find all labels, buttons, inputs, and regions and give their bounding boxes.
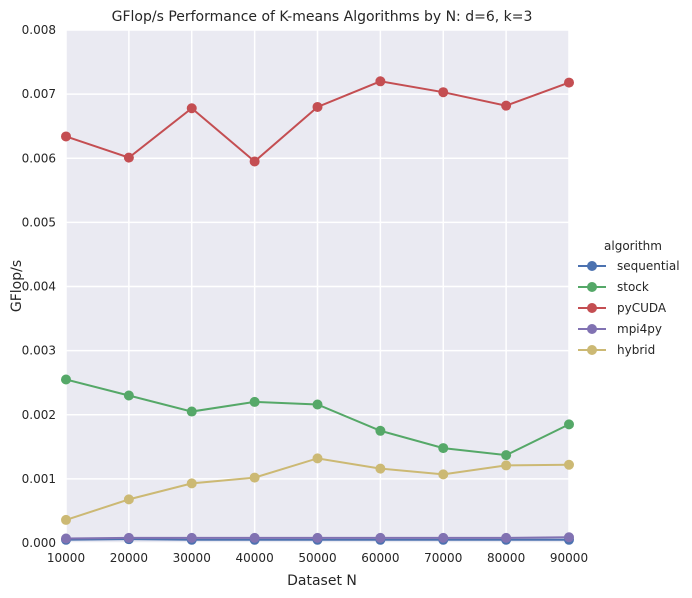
- y-axis-label: GFlop/s: [9, 260, 25, 312]
- x-tick-label: 60000: [361, 551, 399, 565]
- legend-label-hybrid: hybrid: [617, 343, 655, 357]
- legend-marker-sequential: [587, 261, 597, 271]
- data-point-pyCUDA: [249, 156, 260, 167]
- legend-label-stock: stock: [617, 280, 649, 294]
- x-tick-label: 10000: [47, 551, 85, 565]
- x-tick-label: 30000: [173, 551, 211, 565]
- x-tick-label: 40000: [236, 551, 274, 565]
- y-tick-label: 0.002: [22, 408, 56, 422]
- data-point-mpi4py: [438, 532, 449, 543]
- y-tick-label: 0.000: [22, 536, 56, 550]
- data-point-pyCUDA: [564, 77, 574, 88]
- data-point-hybrid: [186, 478, 197, 489]
- legend-label-pyCUDA: pyCUDA: [617, 301, 667, 315]
- data-point-pyCUDA: [186, 103, 197, 114]
- legend-label-sequential: sequential: [617, 259, 680, 273]
- data-point-stock: [186, 406, 197, 417]
- data-point-hybrid: [438, 469, 449, 480]
- y-tick-label: 0.007: [22, 87, 56, 101]
- data-point-pyCUDA: [123, 152, 134, 163]
- data-point-stock: [438, 443, 449, 454]
- data-point-mpi4py: [61, 533, 71, 544]
- data-point-hybrid: [61, 514, 71, 525]
- data-point-stock: [564, 419, 574, 430]
- data-point-pyCUDA: [501, 100, 512, 111]
- x-tick-label: 90000: [550, 551, 588, 565]
- data-point-pyCUDA: [438, 87, 449, 98]
- x-tick-label: 50000: [298, 551, 336, 565]
- data-point-stock: [501, 450, 512, 461]
- data-point-mpi4py: [375, 532, 386, 543]
- legend-marker-stock: [587, 282, 597, 292]
- data-point-mpi4py: [123, 532, 134, 543]
- data-point-pyCUDA: [312, 101, 323, 112]
- data-point-hybrid: [249, 472, 260, 483]
- data-point-mpi4py: [312, 532, 323, 543]
- data-point-hybrid: [564, 459, 574, 470]
- legend-label-mpi4py: mpi4py: [617, 322, 662, 336]
- y-tick-label: 0.005: [22, 215, 56, 229]
- data-point-stock: [375, 425, 386, 436]
- data-point-mpi4py: [186, 532, 197, 543]
- x-tick-label: 20000: [110, 551, 148, 565]
- data-point-pyCUDA: [375, 76, 386, 87]
- data-point-hybrid: [123, 494, 134, 505]
- y-tick-label: 0.001: [22, 472, 56, 486]
- x-tick-label: 80000: [487, 551, 525, 565]
- data-point-pyCUDA: [61, 131, 71, 142]
- data-point-mpi4py: [564, 532, 574, 543]
- data-point-stock: [61, 374, 71, 385]
- x-tick-labels: 10000 20000 30000 40000 50000 60000 70000 80000…: [47, 551, 588, 565]
- data-point-mpi4py: [501, 532, 512, 543]
- chart-title: GFlop/s Performance of K-means Algorithm…: [112, 9, 533, 25]
- legend: algorithm sequential stock pyCUDA mpi4py hyb…: [578, 239, 680, 357]
- data-point-hybrid: [375, 463, 386, 474]
- y-tick-label: 0.004: [22, 280, 56, 294]
- legend-marker-hybrid: [587, 345, 597, 355]
- data-point-stock: [123, 390, 134, 401]
- data-point-hybrid: [312, 453, 323, 464]
- y-tick-labels: 0.000 0.001 0.002 0.003 0.004 0.005 0.006 0.007…: [22, 23, 56, 550]
- y-tick-label: 0.008: [22, 23, 56, 37]
- y-tick-label: 0.003: [22, 344, 56, 358]
- x-axis-label: Dataset N: [287, 573, 357, 589]
- data-point-hybrid: [501, 460, 512, 471]
- y-tick-label: 0.006: [22, 151, 56, 165]
- data-point-stock: [312, 399, 323, 410]
- legend-title: algorithm: [604, 239, 662, 253]
- legend-marker-mpi4py: [587, 324, 597, 334]
- x-tick-label: 70000: [424, 551, 462, 565]
- legend-marker-pyCUDA: [587, 303, 597, 313]
- series-layer: [61, 76, 574, 545]
- data-point-stock: [249, 396, 260, 407]
- legend-items: sequential stock pyCUDA mpi4py hybrid: [578, 259, 680, 357]
- data-point-mpi4py: [249, 532, 260, 543]
